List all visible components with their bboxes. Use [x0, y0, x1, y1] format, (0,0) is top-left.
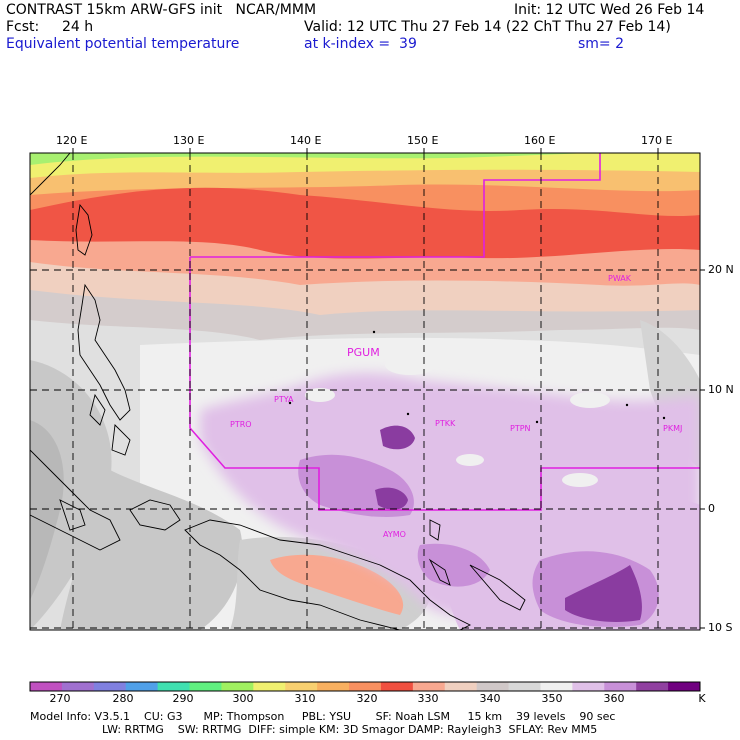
- domain-boundary: [189, 153, 700, 511]
- lon-label-150e: 150 E: [407, 134, 439, 147]
- station-pwak: PWAK: [608, 274, 632, 283]
- colorbar-label: 360: [603, 692, 625, 705]
- station-pkmj: PKMJ: [663, 424, 682, 433]
- lat-lon-grid: [30, 153, 700, 630]
- model-info-line2: LW: RRTMG SW: RRTMG DIFF: simple KM: 3D …: [102, 723, 598, 736]
- colorbar-swatch: [221, 682, 254, 691]
- map-frame: [29, 152, 701, 631]
- title-line: CONTRAST 15km ARW-GFS init NCAR/MMM: [6, 2, 317, 18]
- station-aymo: AYMO: [383, 530, 406, 539]
- lat-label-10n: 10 N: [708, 383, 734, 396]
- colorbar-swatch: [604, 682, 637, 691]
- station-ptpn: PTPN: [510, 424, 531, 433]
- colorbar-swatch: [444, 682, 478, 691]
- colorbar-swatch: [476, 682, 510, 691]
- lat-label-20n: 20 N: [708, 263, 734, 276]
- colorbar-swatch: [636, 682, 669, 691]
- colorbar-swatch: [285, 682, 318, 691]
- level-index: at k-index = 39: [304, 36, 417, 52]
- colorbar-swatch: [93, 682, 127, 691]
- colorbar-label: 330: [417, 692, 439, 705]
- init-time: Init: 12 UTC Wed 26 Feb 14: [514, 2, 705, 18]
- station-pgum: PGUM: [347, 346, 380, 359]
- colorbar: [29, 681, 701, 692]
- colorbar-frame: [29, 681, 701, 692]
- model-info-line1: Model Info: V3.5.1 CU: G3 MP: Thompson P…: [30, 710, 616, 723]
- colorbar-label: 270: [49, 692, 71, 705]
- colorbar-swatch: [317, 682, 350, 691]
- colorbar-swatch: [253, 682, 286, 691]
- field-name: Equivalent potential temperature: [6, 36, 240, 52]
- lon-label-130e: 130 E: [173, 134, 205, 147]
- colorbar-swatch: [540, 682, 573, 691]
- colorbar-swatch: [125, 682, 159, 691]
- station-ptkk: PTKK: [435, 419, 456, 428]
- colorbar-swatch: [508, 682, 541, 691]
- colorbar-swatch: [30, 682, 63, 691]
- colorbar-unit: K: [698, 692, 706, 705]
- colorbar-swatch: [349, 682, 382, 691]
- station-ptya: PTYA: [274, 395, 294, 404]
- shaded-field: [30, 153, 700, 630]
- colorbar-label: 310: [294, 692, 316, 705]
- colorbar-label: 340: [479, 692, 501, 705]
- colorbar-swatch: [61, 682, 95, 691]
- colorbar-label: 320: [356, 692, 378, 705]
- lon-label-140e: 140 E: [290, 134, 322, 147]
- smoothing: sm= 2: [578, 36, 625, 52]
- station-ptro: PTRO: [230, 420, 252, 429]
- colorbar-swatch: [157, 682, 191, 691]
- colorbar-label: 280: [112, 692, 134, 705]
- lon-label-160e: 160 E: [524, 134, 556, 147]
- lat-label-0: 0: [708, 502, 715, 515]
- forecast-label: Fcst:: [6, 19, 40, 35]
- colorbar-label: 350: [541, 692, 563, 705]
- lat-label-10s: 10 S: [708, 621, 733, 634]
- colorbar-swatch: [668, 682, 701, 691]
- colorbar-swatch: [572, 682, 605, 691]
- forecast-hour: 24 h: [62, 19, 94, 35]
- colorbar-swatch: [189, 682, 222, 691]
- colorbar-swatch: [412, 682, 446, 691]
- lon-label-120e: 120 E: [56, 134, 88, 147]
- colorbar-label: 290: [172, 692, 194, 705]
- colorbar-label: 300: [232, 692, 254, 705]
- valid-time: Valid: 12 UTC Thu 27 Feb 14 (22 ChT Thu …: [304, 19, 671, 35]
- lon-label-170e: 170 E: [641, 134, 673, 147]
- colorbar-swatch: [380, 682, 414, 691]
- coastlines: [30, 153, 526, 630]
